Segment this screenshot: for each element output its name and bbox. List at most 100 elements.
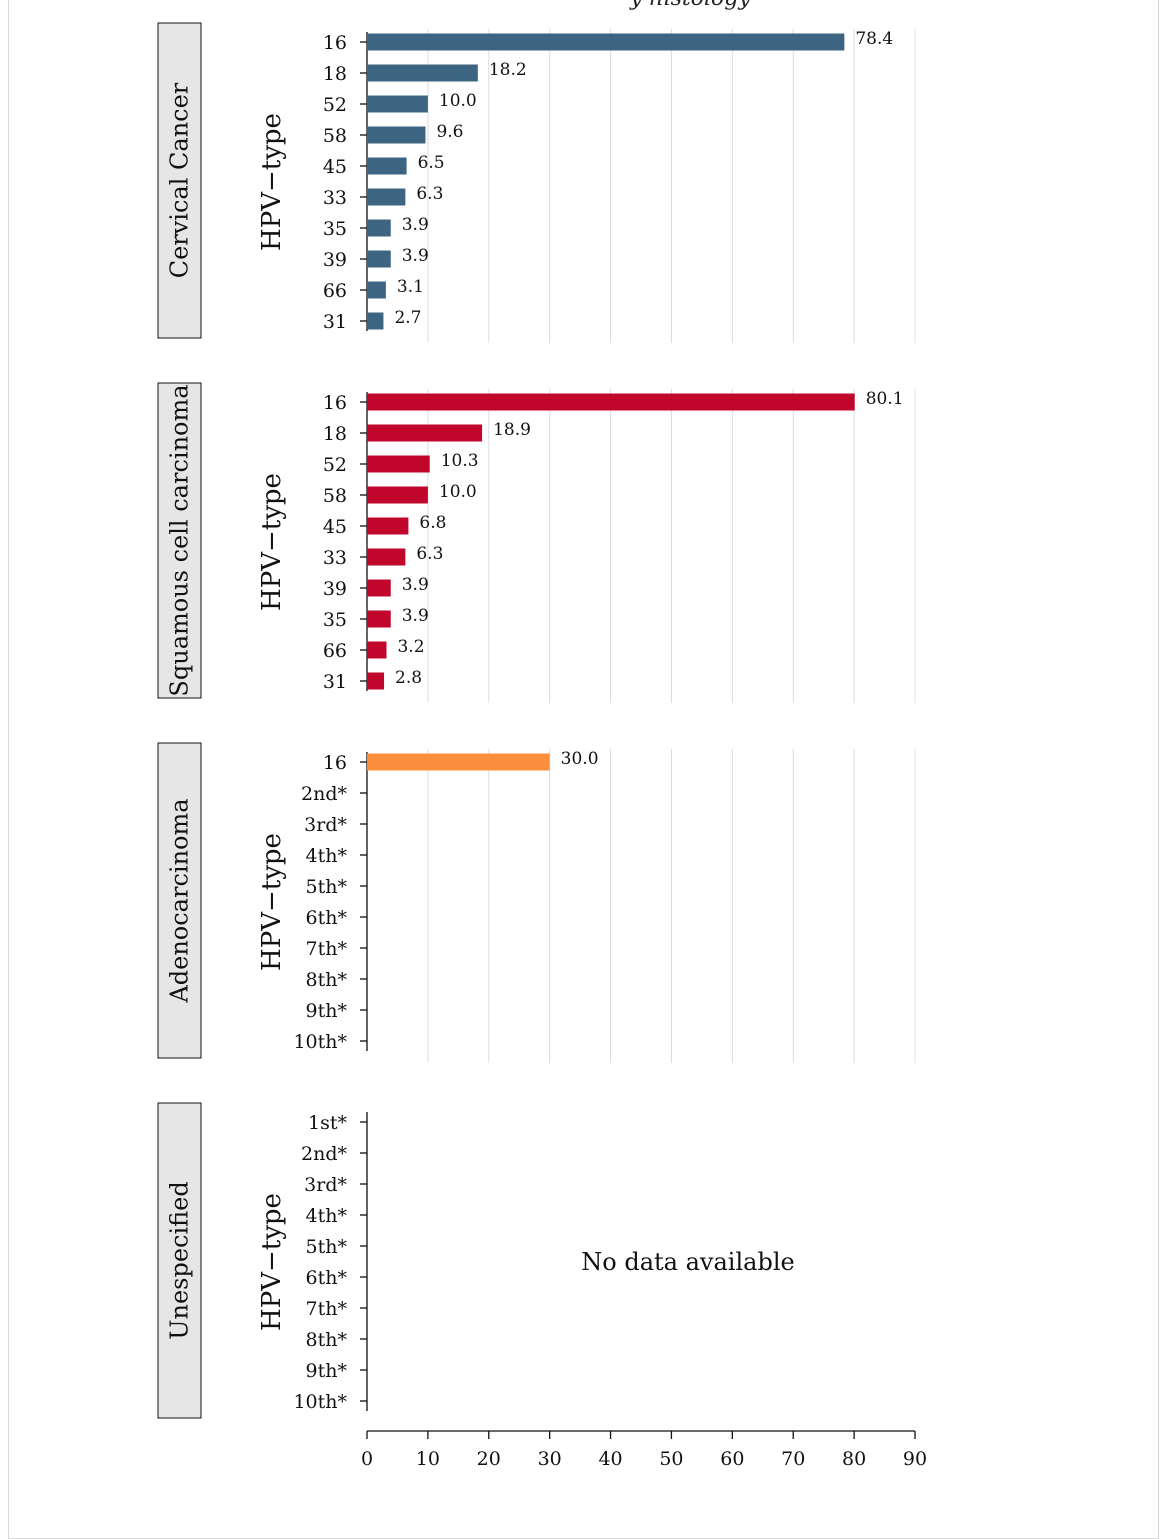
- bar: [367, 672, 385, 690]
- bar: [367, 486, 428, 504]
- y-tick-label: 9th*: [306, 1000, 348, 1022]
- y-tick-label: 58: [323, 485, 347, 507]
- bar: [367, 250, 391, 268]
- y-tick-label: 66: [323, 280, 347, 302]
- bar: [367, 753, 550, 771]
- y-tick-label: 16: [323, 392, 347, 414]
- bar: [367, 188, 406, 206]
- bar: [367, 312, 384, 330]
- data-label: 3.9: [402, 246, 429, 266]
- y-tick-label: 16: [323, 32, 347, 54]
- x-axis: 0 10 20 30 40 50 60 70 80 90: [361, 1430, 927, 1470]
- y-tick-label: 8th*: [306, 969, 348, 991]
- strip-box: [157, 22, 202, 339]
- strip-label: Squamous cell carcinoma: [166, 384, 194, 696]
- y-tick-label: 31: [323, 311, 347, 333]
- bar: [367, 281, 386, 299]
- y-tick-label: 39: [323, 249, 347, 271]
- y-tick-label: 4th*: [306, 1205, 348, 1227]
- bar: [367, 126, 426, 144]
- bar: [367, 548, 406, 566]
- y-tick-label: 3rd*: [304, 814, 347, 836]
- bar: [367, 219, 391, 237]
- data-label: 6.8: [419, 513, 446, 533]
- strip-box: [157, 1102, 202, 1419]
- x-tick-label: 80: [842, 1448, 866, 1470]
- y-tick-label: 52: [323, 94, 347, 116]
- figure-title: y histology: [630, 0, 751, 11]
- y-tick-label: 35: [323, 218, 347, 240]
- y-tick-label: 31: [323, 671, 347, 693]
- bar: [367, 610, 391, 628]
- data-label: 2.7: [394, 308, 421, 328]
- y-tick-label: 4th*: [306, 845, 348, 867]
- bar: [367, 424, 483, 442]
- y-tick-label: 1st*: [308, 1112, 347, 1134]
- panel-3: Adenocarcinoma HPV−type 16 30.0 2nd* 3rd* 4th*…: [157, 742, 916, 1063]
- y-tick-label: 7th*: [306, 938, 348, 960]
- y-tick-label: 5th*: [306, 1236, 348, 1258]
- bar: [367, 95, 428, 113]
- strip-box: [157, 742, 202, 1059]
- data-label: 6.3: [416, 544, 443, 564]
- y-tick-label: 10th*: [293, 1391, 347, 1413]
- bar: [367, 579, 391, 597]
- y-tick-label: 6th*: [306, 907, 348, 929]
- panel-1: Cervical Cancer HPV−type 16 78.4 18 18.2 52 10.…: [157, 22, 916, 343]
- strip-label: Cervical Cancer: [166, 82, 194, 278]
- bar: [367, 393, 855, 411]
- y-axis-title: HPV−type: [257, 473, 287, 611]
- data-label: 3.1: [397, 277, 424, 297]
- y-tick-label: 7th*: [306, 1298, 348, 1320]
- no-data-note: No data available: [581, 1248, 794, 1276]
- data-label: 3.2: [397, 637, 424, 657]
- data-label: 6.5: [418, 153, 445, 173]
- data-label: 30.0: [561, 749, 599, 769]
- y-tick-label: 3rd*: [304, 1174, 347, 1196]
- y-tick-label: 58: [323, 125, 347, 147]
- y-tick-label: 35: [323, 609, 347, 631]
- y-tick-label: 33: [323, 547, 347, 569]
- y-tick-label: 8th*: [306, 1329, 348, 1351]
- x-tick-label: 40: [598, 1448, 622, 1470]
- y-tick-label: 33: [323, 187, 347, 209]
- bar: [367, 64, 478, 82]
- data-label: 78.4: [855, 29, 893, 49]
- data-label: 3.9: [402, 575, 429, 595]
- data-label: 10.0: [439, 91, 477, 111]
- bar: [367, 33, 845, 51]
- data-label: 18.9: [493, 420, 531, 440]
- strip-box: [157, 382, 202, 699]
- strip-label: Unespecified: [166, 1181, 194, 1339]
- y-tick-label: 45: [323, 516, 347, 538]
- x-tick-label: 10: [416, 1448, 440, 1470]
- y-tick-label: 18: [323, 63, 347, 85]
- y-tick-label: 39: [323, 578, 347, 600]
- data-label: 6.3: [416, 184, 443, 204]
- x-tick-label: 50: [659, 1448, 683, 1470]
- strip-label: Adenocarcinoma: [166, 798, 194, 1003]
- x-tick-label: 70: [781, 1448, 805, 1470]
- data-label: 9.6: [436, 122, 463, 142]
- data-label: 10.0: [439, 482, 477, 502]
- y-axis-title: HPV−type: [257, 833, 287, 971]
- x-tick-label: 0: [361, 1448, 373, 1470]
- data-label: 10.3: [441, 451, 479, 471]
- panel-2: Squamous cell carcinoma HPV−type 16 80.1 18 1…: [157, 382, 916, 703]
- x-tick-label: 60: [720, 1448, 744, 1470]
- panel-4: Unespecified HPV−type 1st* 2nd* 3rd* 4th* 5th*…: [157, 1102, 795, 1419]
- bar: [367, 641, 387, 659]
- x-tick-label: 20: [477, 1448, 501, 1470]
- data-label: 80.1: [866, 389, 904, 409]
- data-label: 18.2: [489, 60, 527, 80]
- x-tick-label: 90: [903, 1448, 927, 1470]
- y-tick-label: 52: [323, 454, 347, 476]
- y-tick-label: 2nd*: [301, 1143, 347, 1165]
- data-label: 3.9: [402, 215, 429, 235]
- y-tick-label: 10th*: [293, 1031, 347, 1053]
- y-tick-label: 9th*: [306, 1360, 348, 1382]
- y-tick-label: 16: [323, 752, 347, 774]
- bar: [367, 517, 409, 535]
- data-label: 2.8: [395, 668, 422, 688]
